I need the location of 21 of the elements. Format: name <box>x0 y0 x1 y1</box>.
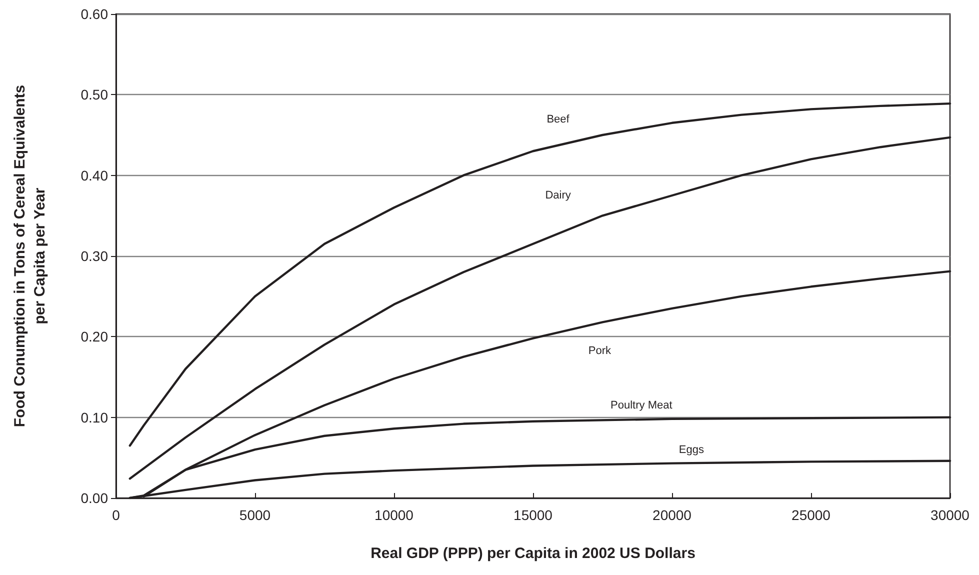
series-label: Pork <box>588 344 612 357</box>
y-tick-label: 0.00 <box>80 490 108 506</box>
y-tick-label: 0.40 <box>80 167 108 184</box>
series-label: Beef <box>546 113 570 126</box>
text: Dairy <box>545 190 572 202</box>
x-tick-label: 25000 <box>792 507 831 523</box>
x-axis-title: Real GDP (PPP) per Capita in 2002 US Dollars <box>370 545 696 562</box>
x-tick-label: 30000 <box>930 507 970 523</box>
y-tick-label: 0.50 <box>80 86 108 103</box>
x-tick-label: 5000 <box>239 507 271 523</box>
y-tick-label: 0.10 <box>80 409 108 426</box>
y-tick-label: 0.60 <box>80 6 108 22</box>
y-tick-label: 0.30 <box>80 248 108 264</box>
x-tick-label: 15000 <box>514 507 553 523</box>
y-tick-label: 0.20 <box>80 328 108 345</box>
x-tick-label: 10000 <box>374 507 414 523</box>
series-label: Eggs <box>678 444 704 456</box>
x-tick-label: 0 <box>112 507 120 523</box>
series-label: Poultry Meat <box>610 399 672 412</box>
y-axis-title: Food Conumption in Tons of Cereal Equivalents per Capita per Year <box>12 84 48 428</box>
x-tick-label: 20000 <box>652 507 692 523</box>
